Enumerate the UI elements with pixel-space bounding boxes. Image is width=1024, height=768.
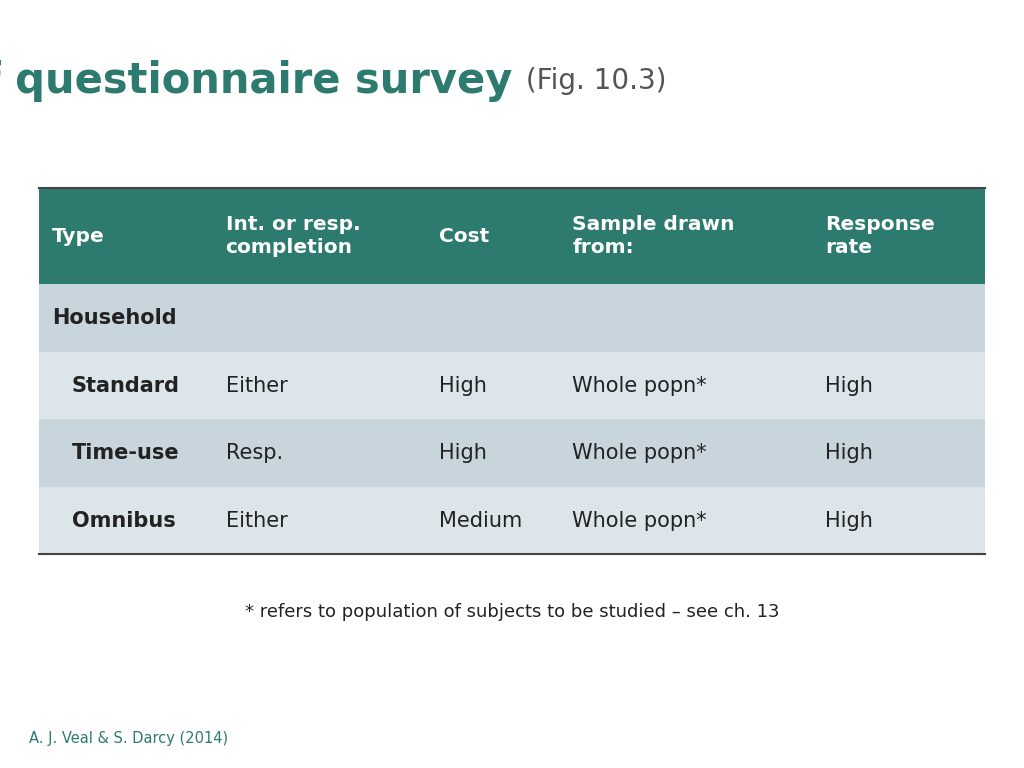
Bar [39, 419, 212, 487]
Bar [559, 419, 812, 487]
Text: Response
rate: Response rate [825, 215, 935, 257]
Bar [39, 352, 212, 419]
Bar [212, 352, 425, 419]
Text: Cost: Cost [438, 227, 488, 246]
Text: Time-use: Time-use [72, 443, 179, 463]
Bar [559, 487, 812, 554]
Bar [212, 284, 425, 352]
Bar [425, 487, 559, 554]
Bar [812, 419, 985, 487]
Bar [812, 188, 985, 284]
Text: Standard: Standard [72, 376, 179, 396]
Text: Whole popn*: Whole popn* [572, 443, 707, 463]
Bar [812, 352, 985, 419]
Text: High: High [438, 443, 486, 463]
Text: Type: Type [52, 227, 105, 246]
Text: Types of questionnaire survey: Types of questionnaire survey [0, 60, 512, 101]
Text: Either: Either [225, 511, 288, 531]
Bar [812, 487, 985, 554]
Bar [425, 419, 559, 487]
Bar [212, 188, 425, 284]
Bar [559, 284, 812, 352]
Text: Household: Household [52, 308, 177, 328]
Bar [39, 284, 212, 352]
Bar [425, 188, 559, 284]
Text: Int. or resp.
completion: Int. or resp. completion [225, 215, 360, 257]
Text: * refers to population of subjects to be studied – see ch. 13: * refers to population of subjects to be… [245, 603, 779, 621]
Text: Medium: Medium [438, 511, 522, 531]
Text: High: High [825, 443, 872, 463]
Bar [212, 487, 425, 554]
Text: Resp.: Resp. [225, 443, 283, 463]
Bar [559, 188, 812, 284]
Text: High: High [825, 376, 872, 396]
Bar [425, 284, 559, 352]
Text: Sample drawn
from:: Sample drawn from: [572, 215, 735, 257]
Text: (Fig. 10.3): (Fig. 10.3) [517, 67, 667, 94]
Text: Omnibus: Omnibus [72, 511, 175, 531]
Bar [39, 188, 212, 284]
Bar [212, 419, 425, 487]
Text: Whole popn*: Whole popn* [572, 511, 707, 531]
Text: High: High [825, 511, 872, 531]
Bar [39, 487, 212, 554]
Text: Either: Either [225, 376, 288, 396]
Bar [425, 352, 559, 419]
Text: A. J. Veal & S. Darcy (2014): A. J. Veal & S. Darcy (2014) [29, 731, 232, 746]
Bar [559, 352, 812, 419]
Bar [812, 284, 985, 352]
Text: Whole popn*: Whole popn* [572, 376, 707, 396]
Text: High: High [438, 376, 486, 396]
